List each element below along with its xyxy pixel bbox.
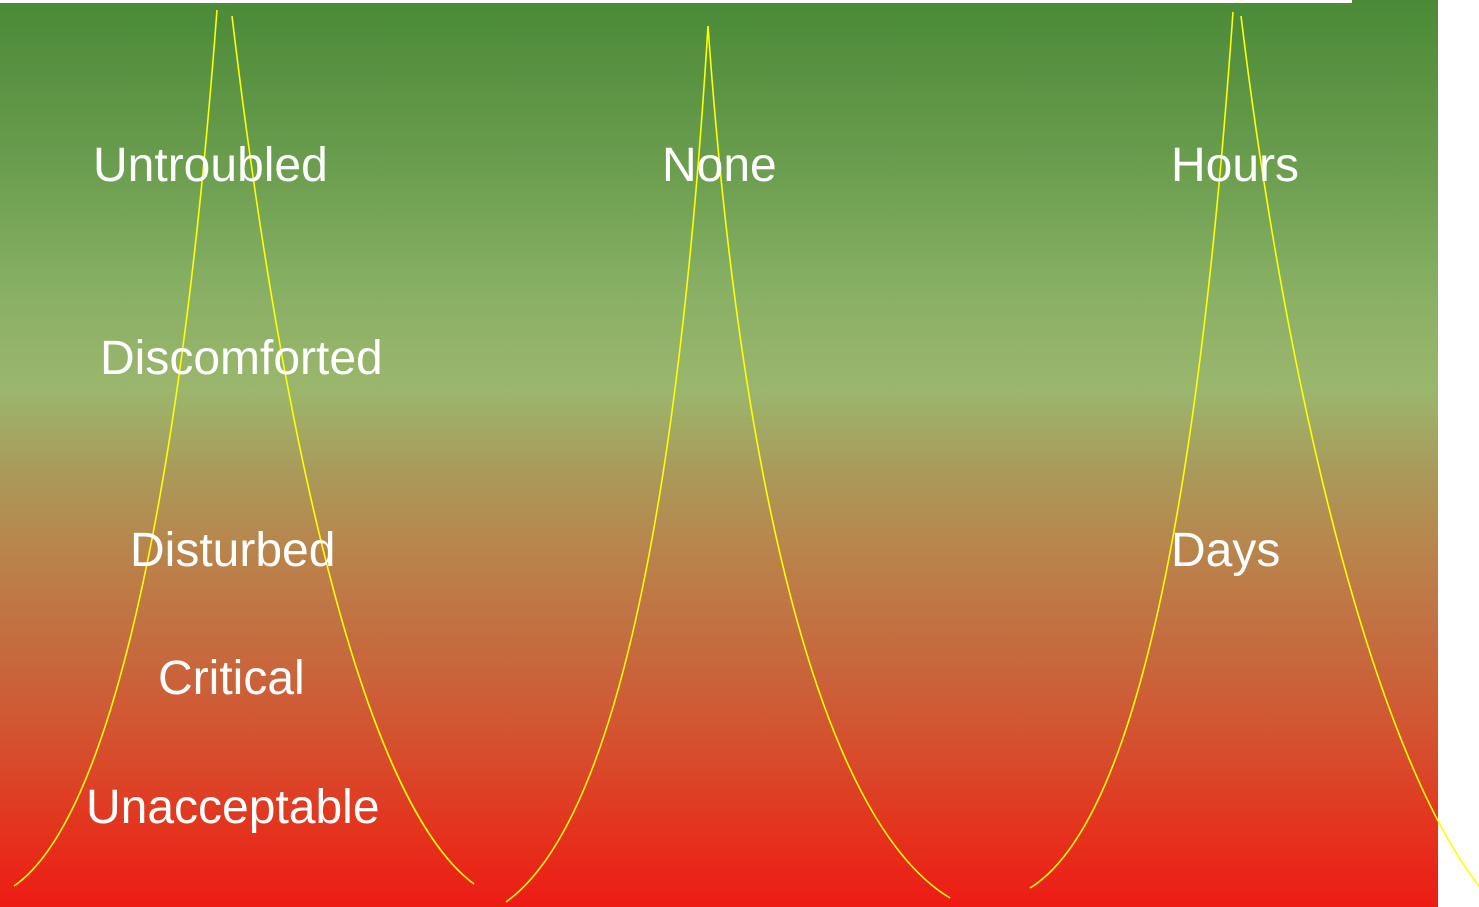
top-white-strip (0, 0, 1352, 3)
label-hours: Hours (1171, 139, 1300, 192)
label-none: None (662, 139, 777, 192)
bell-curve-right-column-left (1029, 11, 1234, 889)
label-untroubled: Untroubled (93, 139, 328, 192)
bell-curve-left-column-outer (13, 9, 218, 887)
label-unacceptable: Unacceptable (86, 781, 380, 834)
bell-curve-middle-column (505, 25, 951, 903)
label-disturbed: Disturbed (130, 524, 336, 577)
label-days: Days (1171, 524, 1281, 577)
bell-curve-left-column-right (231, 15, 475, 885)
label-discomforted: Discomforted (100, 332, 383, 385)
bell-curve-right-column-right (1240, 15, 1479, 887)
label-critical: Critical (158, 652, 305, 705)
